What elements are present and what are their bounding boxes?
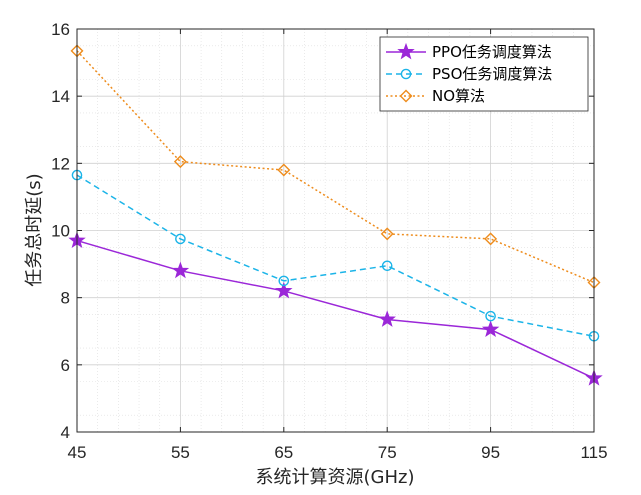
legend: PPO任务调度算法 PSO任务调度算法 NO算法 bbox=[379, 36, 589, 112]
star-marker bbox=[378, 310, 396, 327]
x-tick-labels: 45 55 65 75 95 115 bbox=[68, 443, 608, 462]
diamond-marker bbox=[380, 227, 394, 241]
y-tick-label: 10 bbox=[51, 222, 70, 241]
series-line bbox=[76, 174, 595, 338]
x-tick-label: 65 bbox=[274, 443, 293, 462]
circle-marker bbox=[485, 310, 496, 322]
x-axis-label: 系统计算资源(GHz) bbox=[256, 467, 415, 488]
legend-box bbox=[379, 36, 589, 112]
y-tick-label: 12 bbox=[51, 154, 70, 173]
series-line bbox=[76, 239, 595, 379]
circle-marker bbox=[381, 260, 393, 272]
circle-marker bbox=[175, 233, 186, 245]
x-tick-label: 45 bbox=[68, 443, 87, 462]
grid bbox=[77, 29, 594, 432]
diamond-marker bbox=[484, 232, 498, 246]
y-tick-label: 8 bbox=[61, 289, 70, 308]
y-tick-label: 16 bbox=[51, 20, 70, 39]
series-line bbox=[76, 50, 595, 284]
circle-marker bbox=[400, 68, 412, 80]
star-marker bbox=[171, 261, 190, 279]
star-marker bbox=[397, 42, 415, 60]
y-tick-label: 6 bbox=[61, 356, 70, 375]
y-axis-label: 任务总时延(s) bbox=[24, 173, 45, 286]
legend-entry-label: PSO任务调度算法 bbox=[432, 65, 552, 83]
x-tick-label: 115 bbox=[580, 443, 607, 462]
diamond-marker bbox=[173, 155, 187, 169]
y-tick-label: 14 bbox=[51, 87, 70, 106]
diamond-marker bbox=[399, 89, 413, 103]
legend-entry-label: NO算法 bbox=[432, 87, 485, 105]
y-tick-labels: 4 6 8 10 12 14 16 bbox=[51, 20, 70, 442]
tick-marks bbox=[76, 28, 595, 433]
x-tick-label: 55 bbox=[171, 443, 190, 462]
y-tick-label: 4 bbox=[61, 423, 70, 442]
star-marker bbox=[481, 320, 500, 337]
x-tick-label: 75 bbox=[378, 443, 397, 462]
diamond-marker bbox=[277, 163, 291, 177]
legend-entry-label: PPO任务调度算法 bbox=[432, 43, 552, 61]
circle-marker bbox=[278, 275, 290, 287]
x-tick-label: 95 bbox=[481, 443, 500, 462]
star-marker bbox=[275, 281, 293, 299]
